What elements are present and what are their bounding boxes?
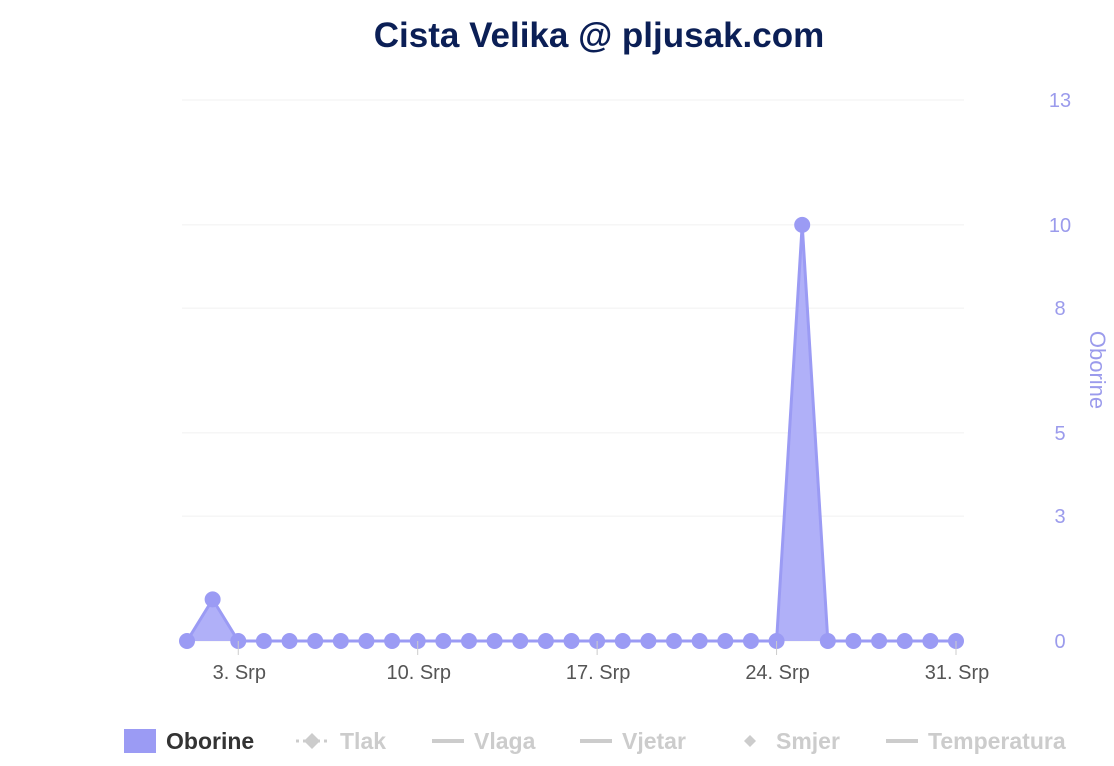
legend-label: Temperatura xyxy=(928,728,1066,754)
data-point[interactable] xyxy=(871,633,888,649)
x-axis: 3. Srp 10. Srp 17. Srp 24. Srp 31. Srp xyxy=(213,641,989,684)
legend-label: Vjetar xyxy=(622,728,686,754)
y-tick-label: 5 xyxy=(1054,423,1065,445)
data-point[interactable] xyxy=(794,216,811,233)
x-tick-label: 31. Srp xyxy=(925,662,989,684)
y-tick-label: 8 xyxy=(1054,298,1065,320)
data-point[interactable] xyxy=(358,633,375,649)
legend-label: Tlak xyxy=(340,728,386,754)
data-point[interactable] xyxy=(255,633,272,649)
data-point[interactable] xyxy=(307,633,324,649)
legend-label: Oborine xyxy=(166,728,254,754)
data-point[interactable] xyxy=(486,633,503,649)
data-point[interactable] xyxy=(537,633,554,649)
y-axis-label: Oborine xyxy=(1085,331,1110,409)
legend-label: Smjer xyxy=(776,728,840,754)
y-tick-label: 13 xyxy=(1049,90,1071,112)
data-point[interactable] xyxy=(845,633,862,649)
y-axis-ticks: 0 3 5 8 10 13 xyxy=(1049,90,1071,653)
legend-item-temperatura[interactable]: Temperatura xyxy=(886,728,1066,754)
legend-item-oborine[interactable]: Oborine xyxy=(124,728,254,754)
data-point[interactable] xyxy=(691,633,708,649)
data-point[interactable] xyxy=(512,633,529,649)
x-tick-label: 17. Srp xyxy=(566,662,630,684)
x-tick-label: 24. Srp xyxy=(745,662,809,684)
y-tick-label: 10 xyxy=(1049,215,1071,237)
series-area xyxy=(187,224,956,641)
legend-symbol-area xyxy=(124,729,156,753)
data-point[interactable] xyxy=(384,633,401,649)
data-point[interactable] xyxy=(179,633,195,649)
data-point[interactable] xyxy=(332,633,349,649)
legend-item-smjer[interactable]: Smjer xyxy=(744,728,840,754)
grid xyxy=(182,99,964,642)
y-tick-label: 3 xyxy=(1054,506,1065,528)
chart-title: Cista Velika @ pljusak.com xyxy=(374,16,824,55)
data-point[interactable] xyxy=(896,633,913,649)
data-point[interactable] xyxy=(435,633,452,649)
legend-item-tlak[interactable]: Tlak xyxy=(296,728,386,754)
x-tick-label: 10. Srp xyxy=(386,662,450,684)
data-point[interactable] xyxy=(640,633,657,649)
data-point[interactable] xyxy=(922,633,939,649)
legend-symbol-diamond xyxy=(304,733,320,749)
data-point[interactable] xyxy=(819,633,836,649)
legend-item-vjetar[interactable]: Vjetar xyxy=(580,728,686,754)
data-point[interactable] xyxy=(460,633,477,649)
data-point[interactable] xyxy=(204,591,221,608)
legend: Oborine Tlak Vlaga Vjetar Smjer Temperatura xyxy=(124,728,1066,754)
data-point[interactable] xyxy=(742,633,759,649)
legend-symbol-diamond xyxy=(744,735,756,747)
data-point[interactable] xyxy=(717,633,734,649)
legend-item-vlaga[interactable]: Vlaga xyxy=(432,728,536,754)
y-tick-label: 0 xyxy=(1054,631,1065,653)
plot-area xyxy=(179,216,964,649)
data-point[interactable] xyxy=(563,633,580,649)
data-point[interactable] xyxy=(666,633,683,649)
data-point[interactable] xyxy=(614,633,631,649)
x-tick-label: 3. Srp xyxy=(213,662,266,684)
data-point[interactable] xyxy=(281,633,298,649)
legend-label: Vlaga xyxy=(474,728,536,754)
